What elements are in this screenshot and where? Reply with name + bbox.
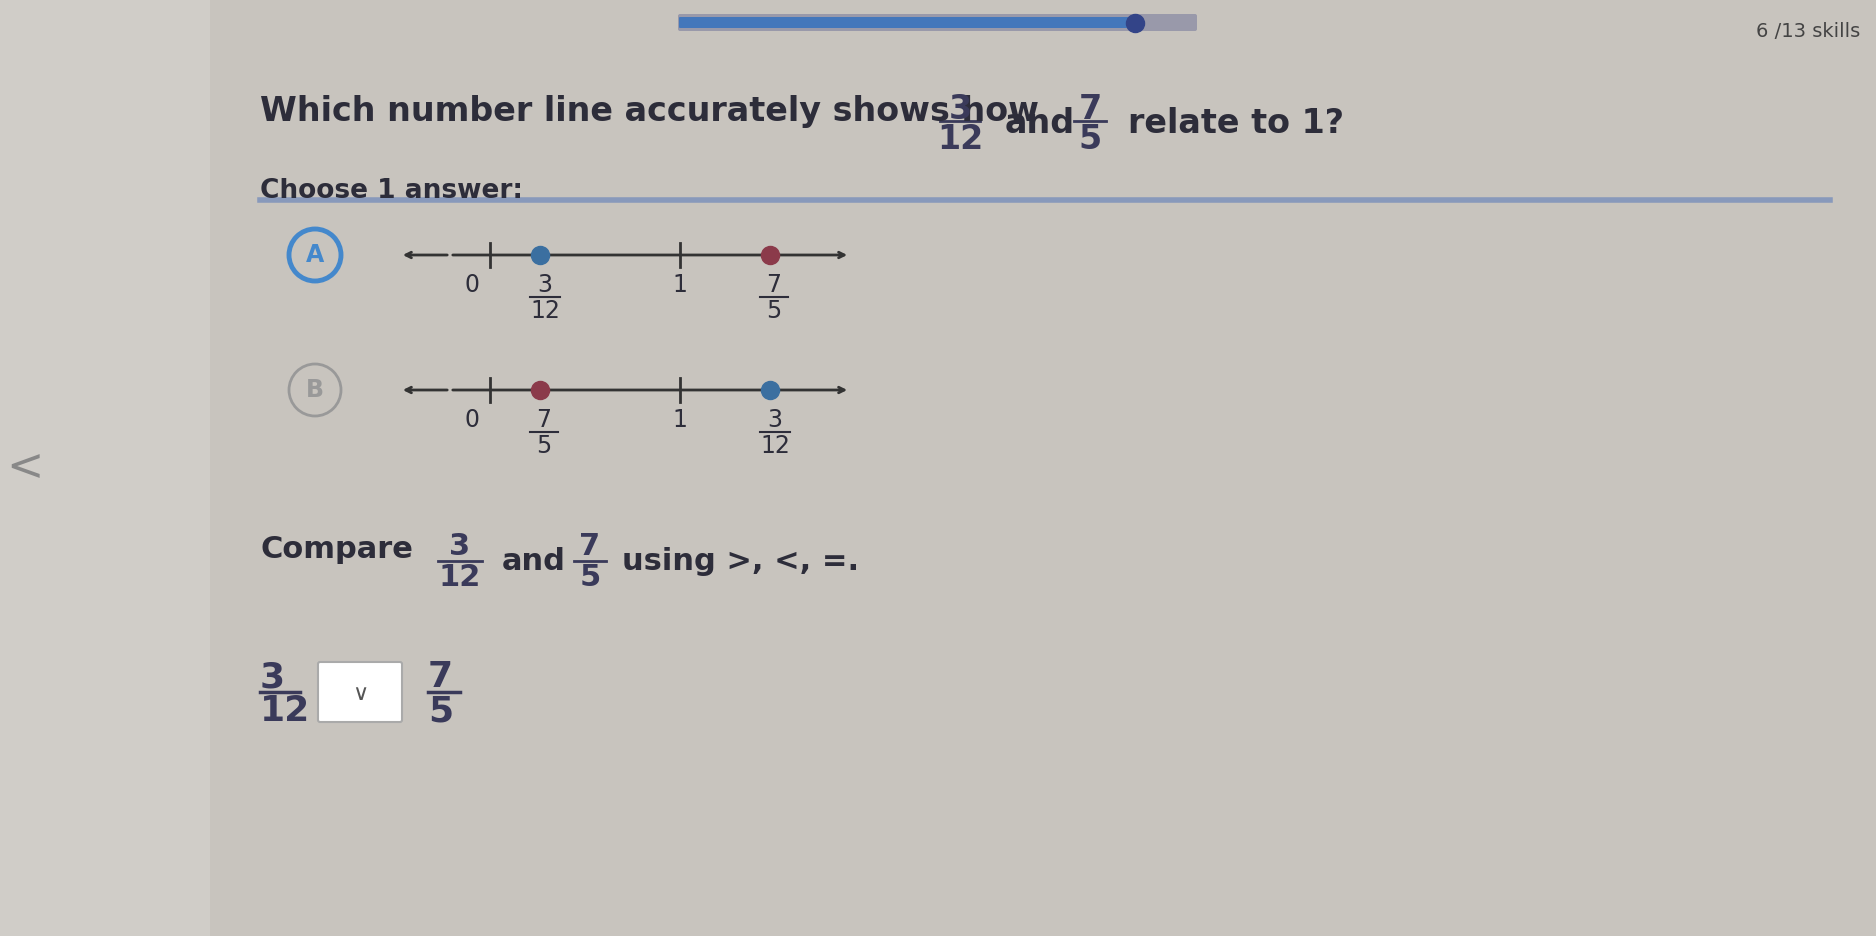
Text: 3: 3 bbox=[767, 408, 782, 432]
Text: 0: 0 bbox=[465, 408, 480, 432]
Text: 5: 5 bbox=[580, 563, 600, 592]
Text: 12: 12 bbox=[439, 563, 480, 592]
Text: 7: 7 bbox=[537, 408, 552, 432]
Text: relate to 1?: relate to 1? bbox=[1127, 107, 1343, 140]
Text: 3: 3 bbox=[949, 93, 972, 126]
Text: 12: 12 bbox=[760, 434, 790, 458]
Text: 7: 7 bbox=[767, 273, 782, 297]
Text: A: A bbox=[306, 243, 325, 267]
Text: 7: 7 bbox=[428, 660, 454, 694]
Text: using >, <, =.: using >, <, =. bbox=[623, 547, 859, 576]
Text: and: and bbox=[503, 547, 567, 576]
Text: B: B bbox=[306, 378, 325, 402]
Text: Which number line accurately shows how: Which number line accurately shows how bbox=[261, 95, 1039, 128]
Text: 3: 3 bbox=[538, 273, 553, 297]
Text: 5: 5 bbox=[428, 694, 454, 728]
Text: 1: 1 bbox=[673, 408, 687, 432]
FancyBboxPatch shape bbox=[677, 14, 1197, 31]
Text: 1: 1 bbox=[673, 273, 687, 297]
Text: 12: 12 bbox=[261, 694, 310, 728]
Text: 12: 12 bbox=[936, 123, 983, 156]
Text: <: < bbox=[6, 446, 43, 490]
Text: 7: 7 bbox=[1079, 93, 1101, 126]
Text: 5: 5 bbox=[767, 299, 782, 323]
Text: ∨: ∨ bbox=[353, 684, 368, 704]
Text: 5: 5 bbox=[537, 434, 552, 458]
Text: 6 /13 skills: 6 /13 skills bbox=[1756, 22, 1859, 41]
Text: and: and bbox=[1006, 107, 1075, 140]
Text: 3: 3 bbox=[450, 532, 471, 561]
Text: Choose 1 answer:: Choose 1 answer: bbox=[261, 178, 523, 204]
Text: 12: 12 bbox=[531, 299, 559, 323]
Text: 5: 5 bbox=[1079, 123, 1101, 156]
Text: Compare: Compare bbox=[261, 535, 413, 564]
Text: 0: 0 bbox=[465, 273, 480, 297]
Text: 3: 3 bbox=[261, 660, 285, 694]
FancyBboxPatch shape bbox=[0, 0, 210, 936]
FancyBboxPatch shape bbox=[319, 662, 401, 722]
Text: 7: 7 bbox=[580, 532, 600, 561]
FancyBboxPatch shape bbox=[679, 17, 1137, 28]
